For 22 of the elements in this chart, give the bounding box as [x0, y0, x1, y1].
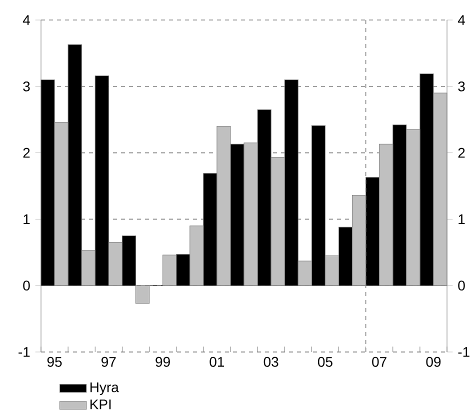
y-tick-label: -1	[18, 347, 30, 357]
y2-tick-label: -1	[458, 347, 470, 357]
y-tick-label: 2	[23, 148, 30, 158]
x-tick-label: 95	[47, 356, 62, 367]
x-tick-label: 97	[102, 356, 116, 367]
y-tick-label: 1	[24, 214, 30, 224]
y2-tick-label: 3	[458, 81, 465, 92]
x-tick-label: 99	[156, 356, 170, 367]
x-tick-label: 01	[210, 356, 224, 367]
y2-tick-label: 4	[458, 15, 465, 25]
y2-tick-label: 0	[458, 280, 465, 291]
y-tick-label: 4	[22, 15, 30, 25]
x-tick-label: 05	[318, 356, 332, 367]
y2-tick-label: 1	[458, 214, 465, 224]
legend-label: KPI	[90, 400, 111, 410]
y-tick-label: 3	[23, 81, 30, 92]
legend-label: Hyra	[90, 382, 119, 396]
x-tick-label: 03	[264, 356, 278, 367]
y-tick-label: 0	[23, 280, 30, 291]
x-tick-label: 09	[426, 356, 441, 367]
x-tick-label: 07	[372, 356, 386, 367]
y2-tick-label: 2	[458, 148, 465, 158]
